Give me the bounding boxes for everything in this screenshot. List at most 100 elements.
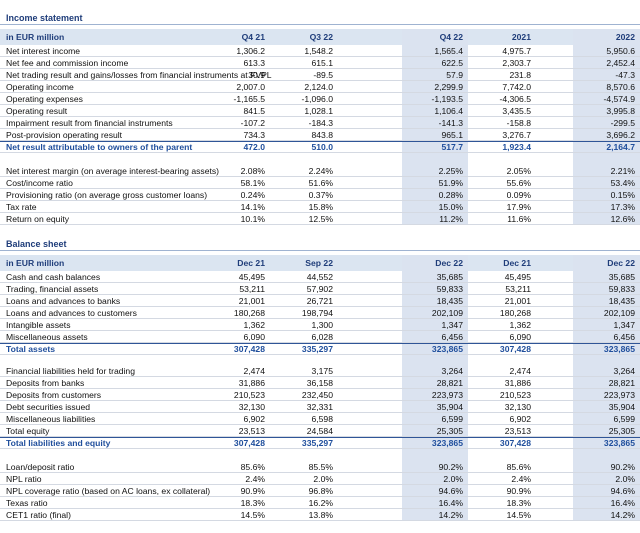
row-label: Debt securities issued [6,402,91,412]
value-cell: 2.05% [506,166,531,176]
column-header: Q4 22 [439,32,463,42]
value-cell: 18,435 [608,296,635,306]
value-cell: 6,456 [613,332,635,342]
value-cell: 1,923.4 [502,142,531,152]
row-line [0,81,640,93]
row-label: Return on equity [6,214,70,224]
value-cell: 210,523 [499,390,531,400]
value-cell: 307,428 [499,438,531,448]
value-cell: 31,886 [504,378,531,388]
value-cell: 85.6% [506,462,531,472]
value-cell: 45,495 [238,272,265,282]
value-cell: 12.5% [308,214,333,224]
value-cell: 323,865 [431,344,463,354]
value-cell: 17.9% [506,202,531,212]
value-cell: 6,598 [311,414,333,424]
value-cell: 2.21% [610,166,635,176]
column-header: 2021 [511,32,531,42]
value-cell: 1,565.4 [434,46,463,56]
value-cell: 210,523 [233,390,265,400]
value-cell: 25,305 [608,426,635,436]
row-line [0,473,640,485]
column-header: Dec 22 [607,258,635,268]
value-cell: 6,599 [613,414,635,424]
row-line [0,365,640,377]
section-rule [0,11,640,25]
value-cell: 6,902 [243,414,265,424]
value-cell: 53.4% [610,178,635,188]
value-cell: 1,106.4 [434,106,463,116]
value-cell: 307,428 [499,344,531,354]
header-band [0,255,640,271]
row-line [0,189,640,201]
value-cell: 0.15% [610,190,635,200]
value-cell: 32,130 [504,402,531,412]
value-cell: 35,904 [608,402,635,412]
value-cell: 232,450 [301,390,333,400]
value-cell: 510.0 [311,142,333,152]
row-line [0,177,640,189]
value-cell: 85.5% [308,462,333,472]
value-cell: 85.6% [240,462,265,472]
value-cell: 1,028.1 [304,106,333,116]
value-cell: 14.2% [610,510,635,520]
value-cell: 35,685 [608,272,635,282]
row-label: Tax rate [6,202,37,212]
value-cell: 36,158 [306,378,333,388]
row-label: Loan/deposit ratio [6,462,75,472]
value-cell: 26,721 [306,296,333,306]
value-cell: 55.6% [506,178,531,188]
row-label: Miscellaneous liabilities [6,414,96,424]
row-line [0,93,640,105]
value-cell: 613.3 [243,58,265,68]
value-cell: 15.0% [438,202,463,212]
row-line [0,295,640,307]
column-header: Q4 21 [241,32,265,42]
column-header: Dec 21 [237,258,265,268]
row-line [0,413,640,425]
value-cell: 2,303.7 [502,58,531,68]
value-cell: 53,211 [505,284,531,294]
value-cell: 1,347 [613,320,635,330]
row-line [0,461,640,473]
value-cell: 24,584 [306,426,333,436]
value-cell: 6,028 [311,332,333,342]
row-label: Operating result [6,106,68,116]
value-cell: 13.8% [308,510,333,520]
value-cell: 8,570.6 [606,82,635,92]
value-cell: 2,474 [509,366,531,376]
value-cell: 1,362 [509,320,531,330]
value-cell: 90.9% [506,486,531,496]
column-header: Q3 22 [309,32,333,42]
value-cell: 6,599 [441,414,463,424]
value-cell: 3,264 [613,366,635,376]
value-cell: 6,456 [441,332,463,342]
value-cell: 21,001 [238,296,265,306]
value-cell: 6,090 [243,332,265,342]
row-label: Texas ratio [6,498,48,508]
row-label: Post-provision operating result [6,130,123,140]
value-cell: 90.2% [438,462,463,472]
value-cell: 96.8% [308,486,333,496]
value-cell: 0.28% [438,190,463,200]
value-cell: 223,973 [603,390,635,400]
row-label: NPL ratio [6,474,42,484]
value-cell: 31,886 [238,378,265,388]
row-label: Net interest income [6,46,81,56]
value-cell: 734.3 [243,130,265,140]
value-cell: 3,696.2 [606,130,635,140]
value-cell: 180,268 [499,308,531,318]
row-label: Cost/income ratio [6,178,73,188]
value-cell: 2.4% [245,474,265,484]
value-cell: 335,297 [301,438,333,448]
value-cell: 25,305 [436,426,463,436]
row-line [0,509,640,521]
value-cell: -158.8 [506,118,531,128]
value-cell: 59,833 [608,284,635,294]
row-label: Intangible assets [6,320,71,330]
value-cell: 3,435.5 [502,106,531,116]
value-cell: 1,548.2 [304,46,333,56]
value-cell: 90.9% [240,486,265,496]
row-label: Cash and cash balances [6,272,101,282]
